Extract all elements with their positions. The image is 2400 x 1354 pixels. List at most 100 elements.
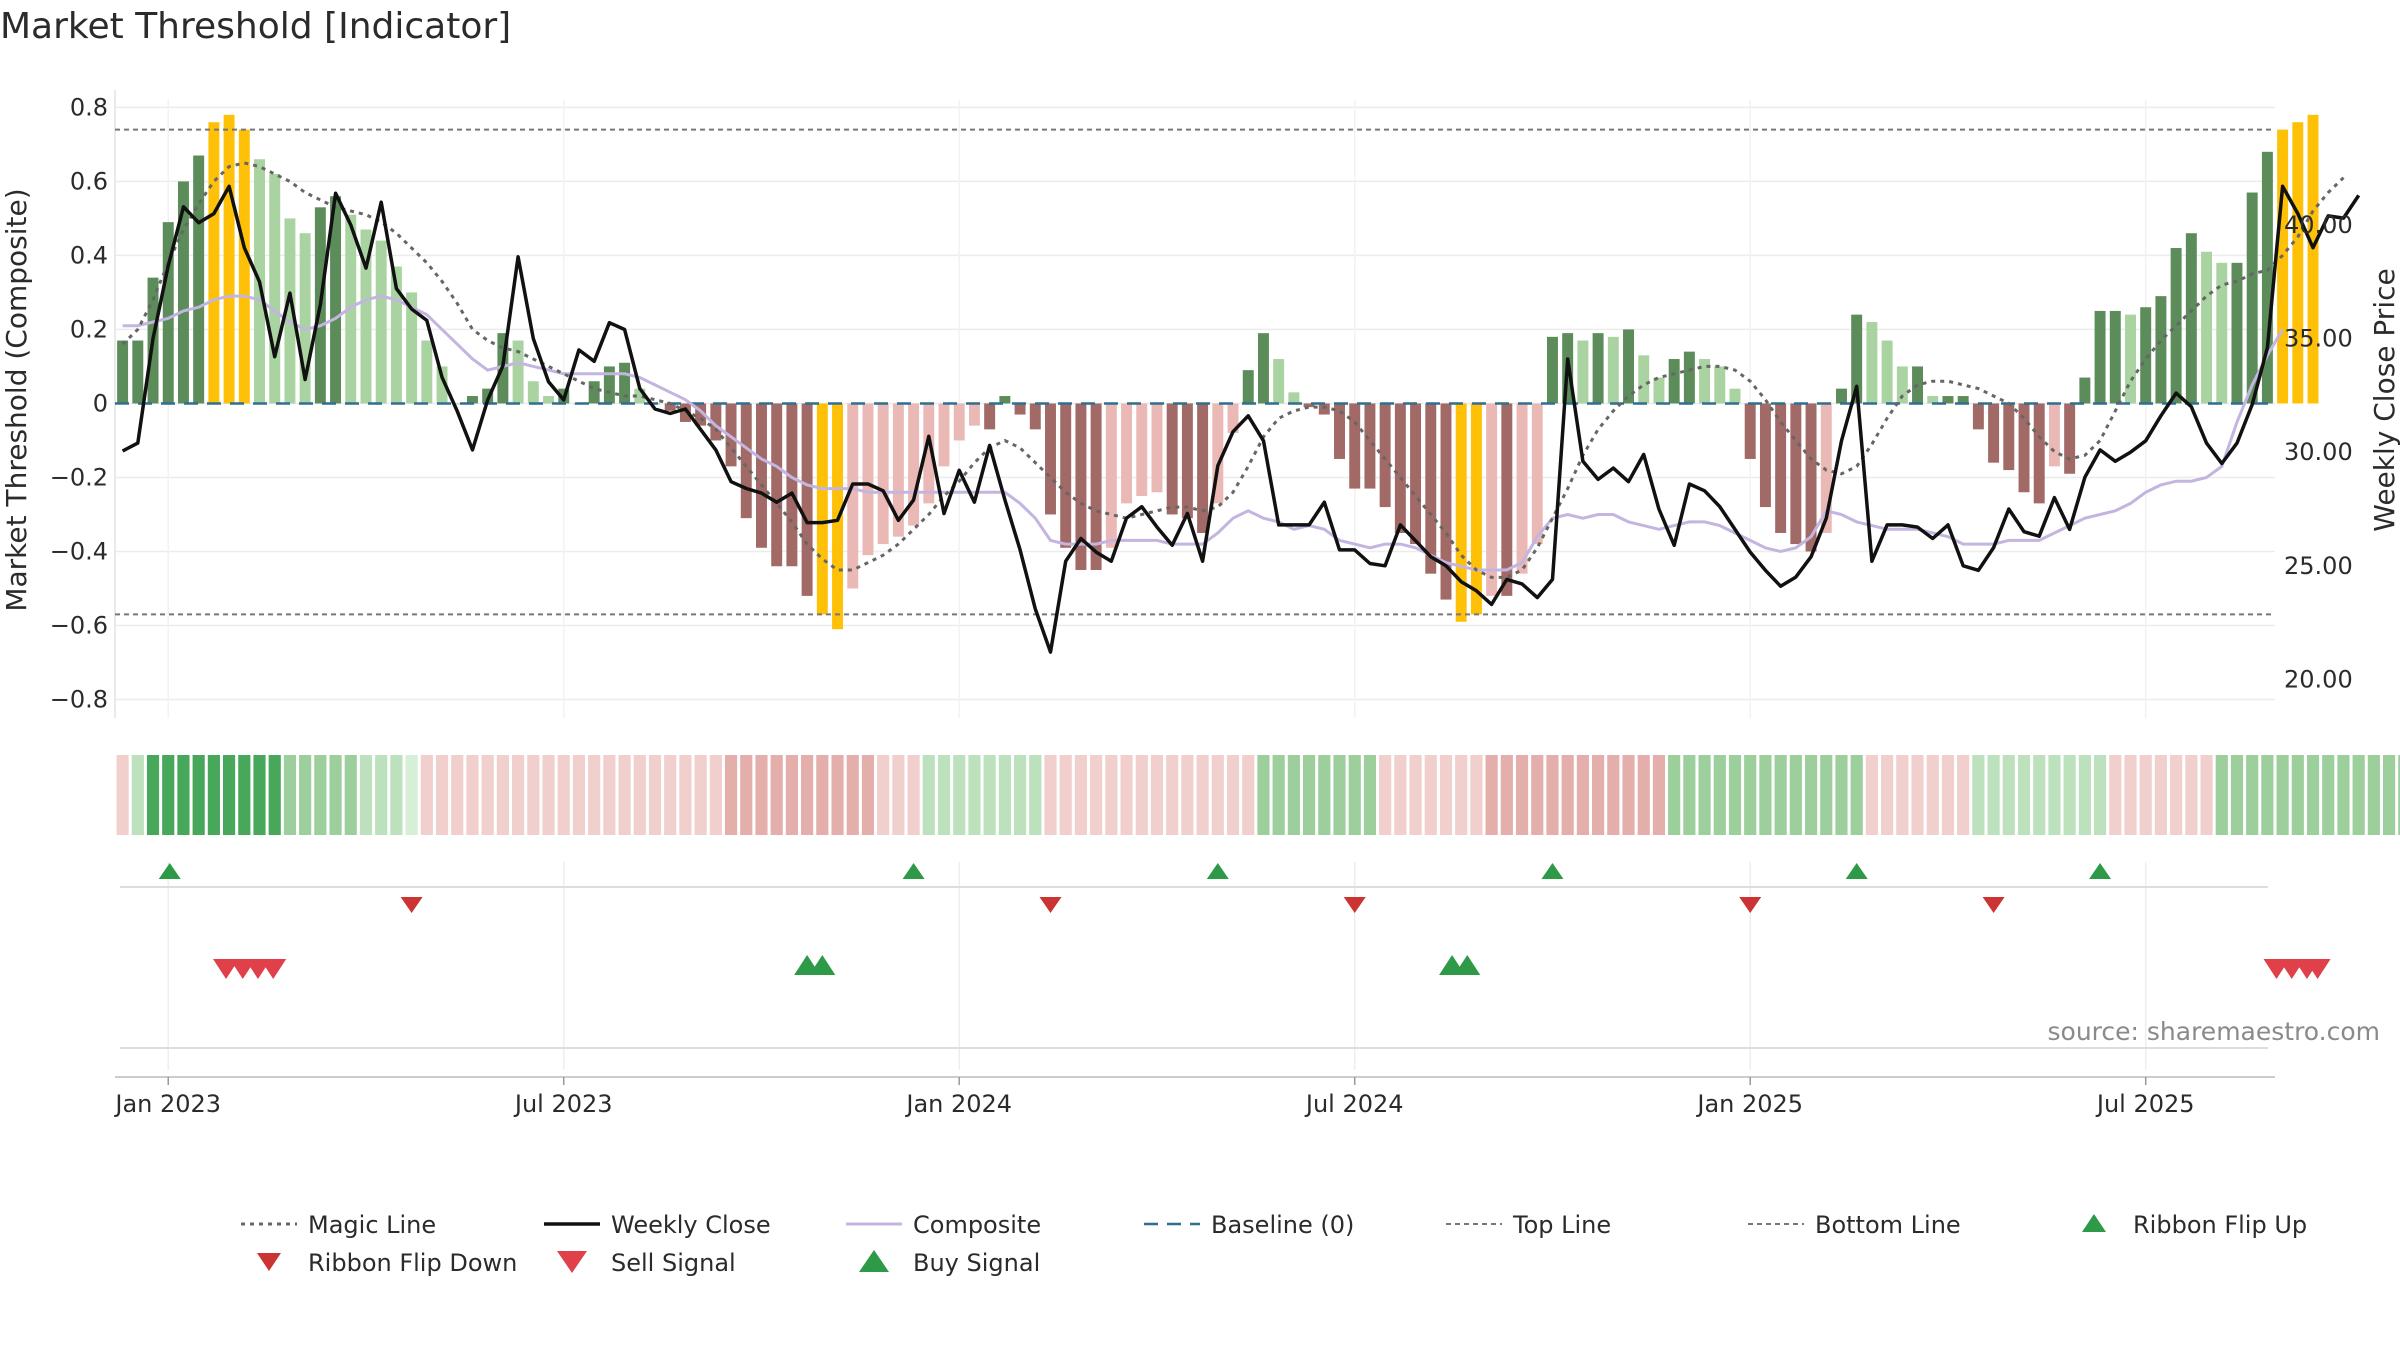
ribbon-flip-up-marker [1206, 863, 1229, 879]
ribbon-cell [162, 755, 175, 835]
composite-bar [679, 403, 691, 422]
ribbon-flip-down-marker [400, 897, 423, 913]
ribbon-cell [1363, 755, 1377, 835]
composite-bar [223, 114, 235, 404]
composite-bar [1942, 396, 1954, 404]
ribbon-cell [1455, 755, 1468, 835]
legend-item-composite: Composite [846, 1211, 1041, 1239]
composite-bar [1136, 403, 1148, 496]
ribbon-cell [877, 755, 890, 835]
composite-bar [1394, 403, 1406, 533]
ribbon-cell [1470, 755, 1483, 835]
ribbon-cell [1972, 755, 1985, 835]
composite-bar [406, 292, 418, 404]
composite-bar [1972, 403, 1984, 430]
composite-bar [938, 403, 950, 467]
x-tick-label: Jul 2025 [2095, 1090, 2195, 1118]
ribbon-flip-down-marker [1343, 897, 1366, 913]
composite-bar [330, 196, 342, 404]
composite-bar [1638, 355, 1650, 404]
composite-bar [1379, 403, 1391, 508]
ribbon-cell [223, 755, 236, 835]
y-axis-label: Market Threshold (Composite) [0, 188, 33, 611]
ribbon-flip-up-marker [2089, 863, 2112, 879]
legend-label: Top Line [1512, 1211, 1611, 1239]
composite-bar [1455, 403, 1467, 622]
legend-label: Baseline (0) [1211, 1211, 1354, 1239]
legend-label: Magic Line [308, 1211, 436, 1239]
composite-bar [603, 366, 615, 404]
x-tick-label: Jul 2024 [1304, 1090, 1404, 1118]
ribbon-cell [1515, 755, 1529, 835]
composite-bar [588, 381, 600, 404]
ribbon-cell [542, 755, 555, 835]
ribbon-cell [2367, 755, 2380, 835]
ribbon-cell [2093, 755, 2107, 835]
composite-bar [740, 403, 752, 519]
legend-item-sell: Sell Signal [557, 1249, 736, 1277]
composite-bar [771, 403, 783, 567]
composite-bar [1683, 351, 1695, 404]
ribbon-cell [694, 755, 707, 835]
series-lines [121, 161, 2361, 654]
legend-label: Bottom Line [1815, 1211, 1961, 1239]
ribbon-cell [2017, 755, 2031, 835]
composite-bar [2231, 262, 2243, 404]
legend-label: Composite [913, 1211, 1041, 1239]
ribbon-cell [116, 755, 129, 835]
ribbon-cell [2398, 755, 2400, 835]
ribbon-cell [1150, 755, 1164, 835]
ribbon-cell [1059, 755, 1072, 835]
composite-bar [2246, 192, 2258, 404]
ribbon-cell [1926, 755, 1939, 835]
ribbon-cell [2215, 755, 2228, 835]
ribbon-cell [1272, 755, 1285, 835]
composite-bar [1866, 322, 1878, 404]
composite-bar [2048, 403, 2060, 467]
ribbon-flip-down-marker [1982, 897, 2005, 913]
composite-bar [801, 403, 813, 596]
ribbon-cell [1120, 755, 1133, 835]
ribbon-cell [481, 755, 494, 835]
legend-label: Weekly Close [611, 1211, 771, 1239]
composite-bar [1607, 336, 1619, 404]
composite-bar [1881, 340, 1893, 404]
legend-label: Ribbon Flip Up [2133, 1211, 2307, 1239]
ribbon-cell [2383, 755, 2396, 835]
ribbon-cell [146, 755, 160, 835]
ribbon-cell [1622, 755, 1635, 835]
ribbon-cell [1744, 755, 1757, 835]
composite-bar [162, 222, 174, 404]
ribbon-cell [1394, 755, 1407, 835]
ribbon-cell [359, 755, 373, 835]
composite-bar [1653, 377, 1665, 404]
composite-bar [695, 403, 707, 426]
legend-item-flipdown: Ribbon Flip Down [257, 1249, 517, 1277]
ribbon-cell [801, 755, 814, 835]
composite-bar [390, 266, 402, 404]
ribbon-cell [998, 755, 1011, 835]
ribbon-cell [831, 755, 844, 835]
composite-bar [1470, 403, 1482, 615]
composite-bar [2064, 403, 2076, 474]
ribbon-cell [1485, 755, 1498, 835]
ribbon-cell [618, 755, 631, 835]
composite-bar [1546, 336, 1558, 404]
ribbon-cell [192, 755, 205, 835]
ribbon-cell [1896, 755, 1909, 835]
ribbon-cell [922, 755, 935, 835]
ribbon-cell [1044, 755, 1057, 835]
composite-bar [208, 122, 220, 404]
ribbon-cell [344, 755, 357, 835]
ribbon-cell [2170, 755, 2183, 835]
composite-bar [1896, 366, 1908, 404]
x-tick-label: Jan 2023 [113, 1090, 221, 1118]
y-tick-label: −0.8 [50, 685, 108, 713]
composite-bar [1151, 403, 1163, 493]
ribbon-cell [1911, 755, 1924, 835]
y-tick-label: 0.2 [70, 315, 108, 343]
ribbon-cell [466, 755, 479, 835]
ribbon-flip-up-marker [1541, 863, 1564, 879]
legend: Magic Line Weekly Close Composite Baseline … [241, 1211, 2307, 1277]
composite-bar [2216, 262, 2228, 404]
